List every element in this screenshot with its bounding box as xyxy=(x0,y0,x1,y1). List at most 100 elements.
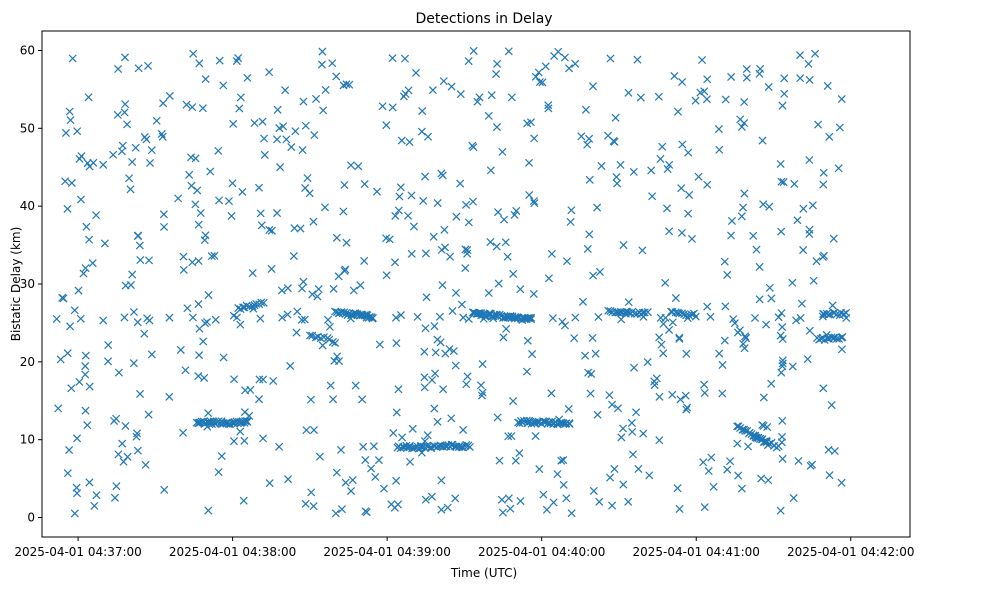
detection-point xyxy=(81,370,90,379)
detection-point xyxy=(678,309,687,318)
detection-point xyxy=(354,162,363,171)
y-tick-label: 60 xyxy=(20,43,35,57)
detection-point xyxy=(825,132,834,141)
detection-point xyxy=(241,417,250,426)
detection-point xyxy=(134,64,143,73)
detection-point xyxy=(144,61,153,70)
detection-point xyxy=(737,212,746,221)
detection-point xyxy=(500,215,509,224)
detection-point xyxy=(120,108,129,117)
detection-point xyxy=(345,80,354,89)
detection-point xyxy=(709,482,718,491)
detection-point xyxy=(182,100,191,109)
detection-point xyxy=(565,419,574,428)
detection-point xyxy=(560,53,569,62)
detection-point xyxy=(478,388,487,397)
detection-point xyxy=(388,54,397,63)
detection-point xyxy=(325,335,334,344)
x-axis-label: Time (UTC) xyxy=(450,566,517,580)
detection-point xyxy=(301,499,310,508)
detection-point xyxy=(463,372,472,381)
detection-point xyxy=(837,478,846,487)
detection-point xyxy=(665,325,674,334)
detection-point xyxy=(389,429,398,438)
detection-point xyxy=(643,358,652,367)
detection-point xyxy=(805,155,814,165)
detection-point xyxy=(420,383,429,392)
detection-point xyxy=(777,227,786,236)
detection-point xyxy=(145,158,155,168)
detection-point xyxy=(281,86,290,95)
detection-point xyxy=(296,224,305,233)
detection-point xyxy=(591,349,600,358)
x-tick-label: 2025-04-01 04:40:00 xyxy=(478,545,605,559)
x-tick-label: 2025-04-01 04:41:00 xyxy=(632,545,759,559)
detection-point xyxy=(778,323,787,332)
detection-point xyxy=(121,281,130,290)
detection-point xyxy=(241,386,250,395)
detection-point xyxy=(413,312,422,321)
detection-point xyxy=(740,344,749,353)
detection-point xyxy=(504,494,513,503)
detection-point xyxy=(392,476,401,485)
detection-point xyxy=(207,252,216,261)
detection-point xyxy=(464,57,473,66)
detection-point xyxy=(613,404,623,413)
detection-point xyxy=(309,502,318,511)
detection-point xyxy=(589,486,598,495)
detection-point xyxy=(463,245,472,255)
detection-point xyxy=(265,225,274,234)
detection-point xyxy=(458,443,467,452)
detection-point xyxy=(214,146,223,155)
detection-point xyxy=(109,150,118,159)
detection-point xyxy=(287,143,296,152)
detection-point xyxy=(560,321,570,330)
detection-point xyxy=(706,312,715,321)
detection-point xyxy=(581,351,590,360)
detection-point xyxy=(764,476,773,485)
detection-point xyxy=(647,166,656,175)
detection-point xyxy=(375,340,384,349)
detection-point xyxy=(305,331,315,340)
detection-point xyxy=(342,308,351,317)
detection-point xyxy=(730,319,739,328)
detection-point xyxy=(671,294,680,303)
detection-point xyxy=(446,252,455,261)
detection-point xyxy=(832,310,841,319)
detection-point xyxy=(639,429,648,438)
detection-point xyxy=(473,97,482,106)
detection-point xyxy=(405,138,414,147)
detection-point xyxy=(792,316,801,325)
detection-point xyxy=(428,375,437,384)
detection-point xyxy=(504,432,513,441)
detection-point xyxy=(267,226,276,235)
detection-point xyxy=(248,302,257,311)
detection-point xyxy=(530,199,539,208)
detection-point xyxy=(431,348,440,357)
detection-point xyxy=(81,264,90,273)
detection-point xyxy=(73,489,82,498)
detection-point xyxy=(699,458,708,467)
detection-point xyxy=(198,104,207,113)
detection-point xyxy=(422,293,431,302)
detection-point xyxy=(369,442,378,451)
detection-point xyxy=(443,503,452,512)
detection-point xyxy=(790,179,799,188)
detection-point xyxy=(767,379,776,388)
detection-point xyxy=(92,211,101,220)
detection-point xyxy=(506,504,515,513)
detection-point xyxy=(776,331,785,340)
detection-point xyxy=(570,334,579,343)
detection-point xyxy=(638,246,647,255)
detection-point xyxy=(534,68,543,77)
detection-point xyxy=(777,368,786,377)
detection-point xyxy=(286,361,295,370)
detection-point xyxy=(437,505,446,514)
detection-point xyxy=(469,46,478,55)
detection-point xyxy=(542,505,551,514)
detection-point xyxy=(215,56,224,65)
detection-point xyxy=(68,54,77,63)
detection-point xyxy=(372,187,381,196)
detection-point xyxy=(714,125,723,134)
detection-point xyxy=(691,96,700,105)
